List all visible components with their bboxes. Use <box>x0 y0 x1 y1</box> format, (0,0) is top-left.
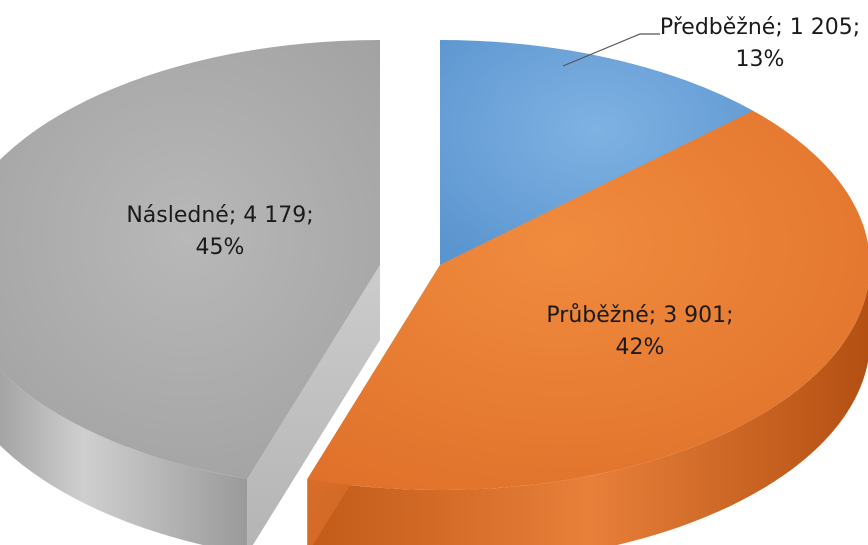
slice-cut-nasledne-0 <box>247 265 380 545</box>
leader-line-predbezne <box>562 33 660 67</box>
slice-prubezne <box>307 110 868 545</box>
data-label-percent-predbezne: 13% <box>736 47 785 72</box>
data-label-percent-nasledne: 45% <box>196 235 245 260</box>
data-label-prubezne: Průběžné; 3 901; <box>546 303 733 328</box>
data-label-percent-prubezne: 42% <box>616 335 665 360</box>
slice-side-nasledne <box>0 370 248 545</box>
slice-top-predbezne <box>440 40 754 265</box>
data-label-nasledne: Následné; 4 179; <box>126 203 313 228</box>
slice-top-nasledne <box>0 40 380 480</box>
slice-nasledne <box>0 40 380 545</box>
slice-side-prubezne <box>307 286 868 545</box>
slice-top-prubezne <box>307 110 868 490</box>
data-label-predbezne: Předběžné; 1 205; <box>660 15 860 40</box>
